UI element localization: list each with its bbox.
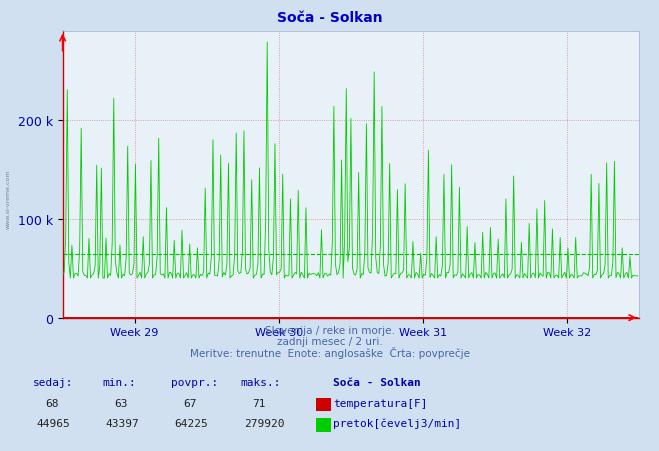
- Text: 63: 63: [114, 398, 127, 408]
- Text: Meritve: trenutne  Enote: anglosaške  Črta: povprečje: Meritve: trenutne Enote: anglosaške Črta…: [190, 346, 469, 359]
- Text: povpr.:: povpr.:: [171, 377, 219, 387]
- Text: Soča - Solkan: Soča - Solkan: [277, 11, 382, 25]
- Text: www.si-vreme.com: www.si-vreme.com: [5, 169, 11, 228]
- Text: pretok[čevelj3/min]: pretok[čevelj3/min]: [333, 418, 461, 428]
- Text: 68: 68: [45, 398, 58, 408]
- Text: 64225: 64225: [175, 418, 208, 428]
- Text: min.:: min.:: [102, 377, 136, 387]
- Text: temperatura[F]: temperatura[F]: [333, 398, 427, 408]
- Text: 279920: 279920: [244, 418, 284, 428]
- Text: 67: 67: [183, 398, 196, 408]
- Text: zadnji mesec / 2 uri.: zadnji mesec / 2 uri.: [277, 336, 382, 346]
- Text: 44965: 44965: [36, 418, 70, 428]
- Text: sedaj:: sedaj:: [33, 377, 73, 387]
- Text: Soča - Solkan: Soča - Solkan: [333, 377, 420, 387]
- Text: Slovenija / reke in morje.: Slovenija / reke in morje.: [264, 326, 395, 336]
- Text: 43397: 43397: [105, 418, 139, 428]
- Text: 71: 71: [252, 398, 266, 408]
- Text: maks.:: maks.:: [241, 377, 281, 387]
